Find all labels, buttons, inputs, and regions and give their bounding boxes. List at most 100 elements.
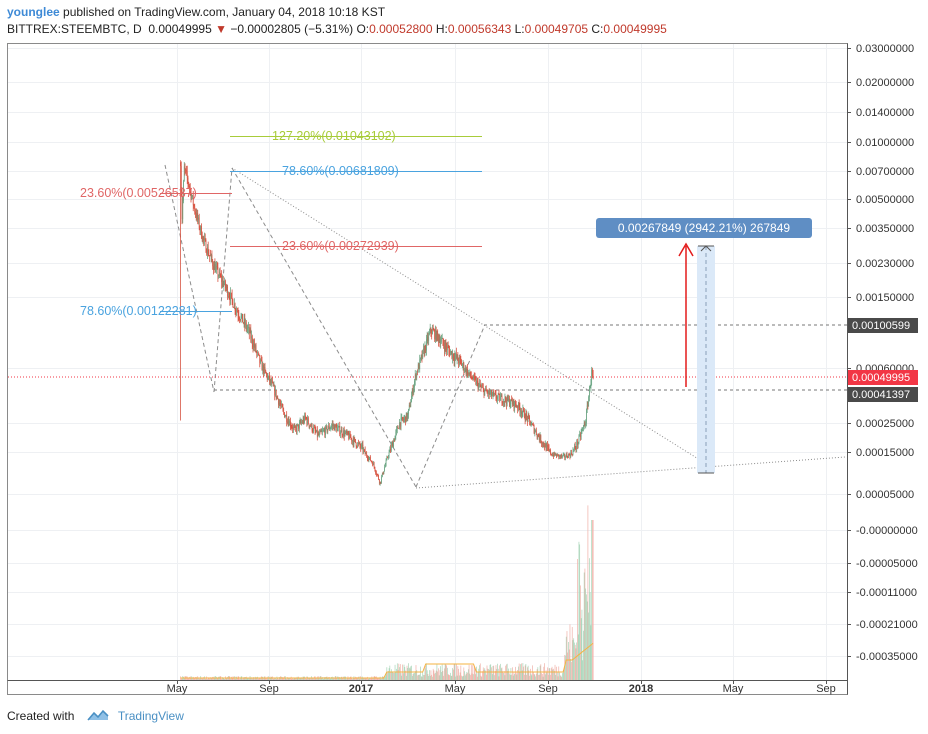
- volume-bar: [291, 678, 293, 680]
- candle-body: [484, 390, 486, 396]
- candle-body: [346, 431, 347, 434]
- volume-bar: [192, 677, 193, 680]
- volume-bar: [333, 677, 335, 680]
- volume-bar: [445, 664, 447, 680]
- volume-bar: [559, 672, 560, 680]
- candle-body: [188, 182, 190, 186]
- candle-body: [412, 389, 414, 394]
- candle-body: [333, 425, 335, 427]
- x-tick-label: Sep: [259, 683, 279, 695]
- candle-body: [385, 460, 387, 465]
- candle-body: [342, 434, 344, 436]
- volume-bar: [405, 675, 407, 680]
- candle-body: [225, 280, 226, 288]
- candle-body: [418, 364, 420, 370]
- candle-body: [435, 329, 437, 341]
- volume-bar: [548, 668, 550, 680]
- candle-body: [429, 328, 431, 333]
- candle-body: [417, 371, 418, 373]
- candle-body: [319, 430, 321, 433]
- candle-body: [515, 401, 516, 405]
- candle-body: [531, 423, 533, 426]
- candle-body: [511, 398, 513, 402]
- volume-bar: [364, 677, 365, 680]
- candle-body: [270, 379, 272, 384]
- candle-body: [476, 380, 477, 385]
- candle-body: [500, 395, 502, 397]
- candle-body: [365, 453, 367, 455]
- y-tick-label: -0.00000000: [856, 525, 918, 537]
- candle-body: [242, 313, 243, 323]
- volume-bar: [534, 674, 536, 680]
- candle-body: [555, 454, 557, 456]
- candle-body: [370, 457, 371, 461]
- price-range-arrowhead: [700, 245, 712, 252]
- candle-body: [390, 445, 392, 451]
- candle-body: [589, 387, 591, 389]
- candle-body: [378, 475, 379, 480]
- symbol-label: BITTREX:STEEMBTC, D: [7, 22, 142, 36]
- volume-bar: [202, 678, 204, 680]
- volume-bar: [582, 660, 584, 680]
- volume-bar: [334, 678, 335, 680]
- candle-body: [343, 430, 344, 436]
- candle-body: [482, 387, 484, 389]
- volume-bar: [451, 675, 453, 680]
- volume-bar: [285, 677, 287, 680]
- candle-body: [562, 454, 564, 456]
- volume-bar: [491, 667, 492, 680]
- candle-body: [202, 236, 204, 241]
- candle-body: [592, 374, 594, 377]
- volume-bar: [592, 520, 593, 680]
- candle-body: [361, 444, 362, 448]
- candle-body: [519, 407, 521, 413]
- candle-body: [556, 454, 558, 457]
- volume-bar: [221, 678, 222, 680]
- candle-body: [524, 418, 526, 421]
- volume-bar: [243, 677, 245, 680]
- volume-bar: [509, 674, 511, 680]
- candle-body: [504, 397, 506, 402]
- volume-bar: [494, 671, 496, 680]
- volume-bar: [481, 676, 483, 680]
- publish-text: published on TradingView.com, January 04…: [63, 5, 386, 19]
- footer: Created with TradingView: [7, 708, 184, 724]
- volume-bar: [507, 670, 509, 680]
- volume-bar: [364, 677, 366, 680]
- volume-bar: [390, 671, 391, 680]
- candle-body: [189, 187, 191, 190]
- author-link[interactable]: younglee: [7, 5, 60, 19]
- volume-bar: [239, 678, 241, 680]
- candle-body: [562, 455, 563, 457]
- volume-bar: [308, 677, 310, 680]
- volume-bar: [549, 668, 551, 680]
- tradingview-link[interactable]: TradingView: [117, 709, 184, 723]
- candle-body: [481, 387, 483, 388]
- volume-bar: [439, 670, 441, 680]
- candle-body: [303, 419, 305, 423]
- candle-body: [457, 355, 459, 361]
- volume-bar: [458, 668, 459, 680]
- volume-bar: [568, 642, 569, 680]
- candle-body: [344, 432, 346, 436]
- volume-bar: [325, 677, 326, 680]
- candle-body: [456, 353, 457, 358]
- volume-bar: [508, 668, 510, 680]
- candle-body: [217, 267, 219, 277]
- volume-bar: [503, 671, 505, 680]
- x-tick-label: May: [167, 683, 188, 695]
- candle-body: [194, 206, 196, 212]
- volume-bar: [523, 666, 524, 680]
- candle-body: [390, 448, 391, 451]
- candle-body: [312, 430, 314, 432]
- candle-body: [359, 442, 361, 446]
- volume-bar: [583, 572, 585, 680]
- volume-bar: [222, 677, 224, 680]
- candle-body: [568, 454, 569, 458]
- candle-body: [323, 430, 325, 431]
- candle-body: [330, 427, 332, 429]
- candle-body: [292, 427, 293, 429]
- candle-body: [425, 345, 427, 351]
- volume-bar: [465, 673, 467, 680]
